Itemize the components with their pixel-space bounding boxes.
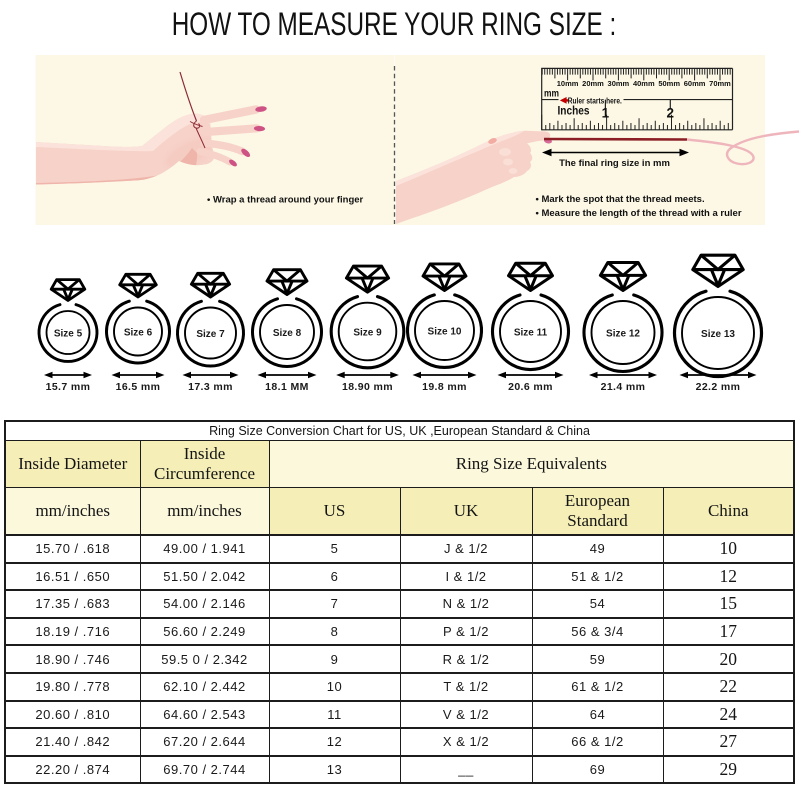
svg-text:10mm: 10mm xyxy=(557,79,579,88)
svg-text:30mm: 30mm xyxy=(608,79,630,88)
svg-text:mm: mm xyxy=(544,89,559,100)
svg-text:Size 12: Size 12 xyxy=(606,329,640,340)
svg-text:The final ring size in mm: The final ring size in mm xyxy=(559,158,670,169)
svg-text:17.3 mm: 17.3 mm xyxy=(188,381,233,393)
svg-text:Size 9: Size 9 xyxy=(353,328,382,339)
svg-text:Size 7: Size 7 xyxy=(196,329,225,340)
svg-text:22.2 mm: 22.2 mm xyxy=(696,381,741,393)
svg-text:40mm: 40mm xyxy=(633,79,655,88)
svg-text:60mm: 60mm xyxy=(684,79,706,88)
svg-text:Inches: Inches xyxy=(558,106,590,118)
svg-text:Size 6: Size 6 xyxy=(124,328,153,339)
svg-text:Size 13: Size 13 xyxy=(701,329,735,340)
svg-text:• Wrap a thread around your f: • Wrap a thread around your finger xyxy=(207,195,364,206)
svg-text:• Mark the spot that the thre: • Mark the spot that the thread meets. xyxy=(536,194,705,205)
svg-text:Ruler starts here.: Ruler starts here. xyxy=(568,97,622,106)
svg-text:• Measure the length of the t: • Measure the length of the thread with … xyxy=(536,208,742,219)
svg-text:19.8 mm: 19.8 mm xyxy=(422,381,467,393)
svg-text:Size 8: Size 8 xyxy=(273,328,302,339)
svg-text:18.90 mm: 18.90 mm xyxy=(342,381,393,393)
svg-text:Size 11: Size 11 xyxy=(514,328,548,339)
svg-text:16.5 mm: 16.5 mm xyxy=(116,381,161,393)
svg-text:70mm: 70mm xyxy=(709,79,731,88)
svg-text:20.6 mm: 20.6 mm xyxy=(508,381,553,393)
svg-text:50mm: 50mm xyxy=(658,79,680,88)
svg-text:2: 2 xyxy=(667,106,675,121)
svg-text:18.1 MM: 18.1 MM xyxy=(265,381,309,393)
svg-text:Size 10: Size 10 xyxy=(428,327,462,338)
svg-text:Size 5: Size 5 xyxy=(54,329,83,340)
svg-text:1: 1 xyxy=(602,106,610,121)
svg-text:21.4 mm: 21.4 mm xyxy=(601,381,646,393)
svg-text:15.7 mm: 15.7 mm xyxy=(46,381,91,393)
svg-text:20mm: 20mm xyxy=(582,79,604,88)
